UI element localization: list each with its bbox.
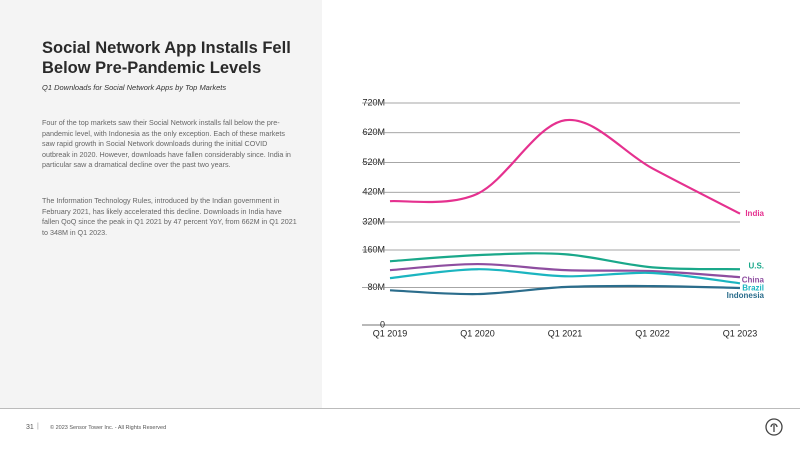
footer-rule [0, 408, 800, 409]
page-number: 31 [26, 424, 34, 431]
series-label: India [745, 209, 764, 218]
y-tick-label: 80M [367, 282, 385, 292]
series-label: U.S. [748, 261, 764, 270]
series-label: Brazil [742, 283, 764, 292]
x-tick-label: Q1 2021 [548, 328, 583, 338]
series-line [389, 252, 741, 271]
y-tick-label: 420M [362, 187, 385, 197]
series-label: China [742, 275, 765, 284]
text-panel: Social Network App Installs Fell Below P… [0, 0, 322, 408]
paragraph: Four of the top markets saw their Social… [42, 118, 291, 170]
y-tick-label: 720M [362, 97, 385, 107]
separator: | [37, 423, 39, 430]
series-line [389, 118, 741, 215]
slide-title: Social Network App Installs Fell Below P… [42, 39, 291, 77]
footer-text: © 2023 Sensor Tower Inc. - All Rights Re… [50, 425, 167, 431]
series-label: Indonesia [727, 291, 765, 300]
y-tick-label: 320M [362, 216, 385, 226]
y-tick-label: 520M [362, 157, 385, 167]
y-tick-label: 620M [362, 127, 385, 137]
x-tick-label: Q1 2019 [373, 328, 408, 338]
subtitle: Q1 Downloads for Social Network Apps by … [42, 83, 227, 92]
x-tick-label: Q1 2022 [635, 328, 670, 338]
series-line [389, 268, 741, 285]
series-line [389, 284, 741, 296]
x-tick-label: Q1 2023 [723, 328, 758, 338]
series-line [389, 262, 741, 279]
paragraph: The Information Technology Rules, introd… [42, 196, 297, 237]
y-tick-label: 0 [380, 319, 385, 329]
chart: 0 80M 160M 320M 420M 520M 620M 720M Q1 2019 Q1 20… [362, 97, 765, 338]
x-tick-label: Q1 2020 [460, 328, 495, 338]
y-tick-label: 160M [362, 244, 385, 254]
logo [765, 418, 783, 436]
